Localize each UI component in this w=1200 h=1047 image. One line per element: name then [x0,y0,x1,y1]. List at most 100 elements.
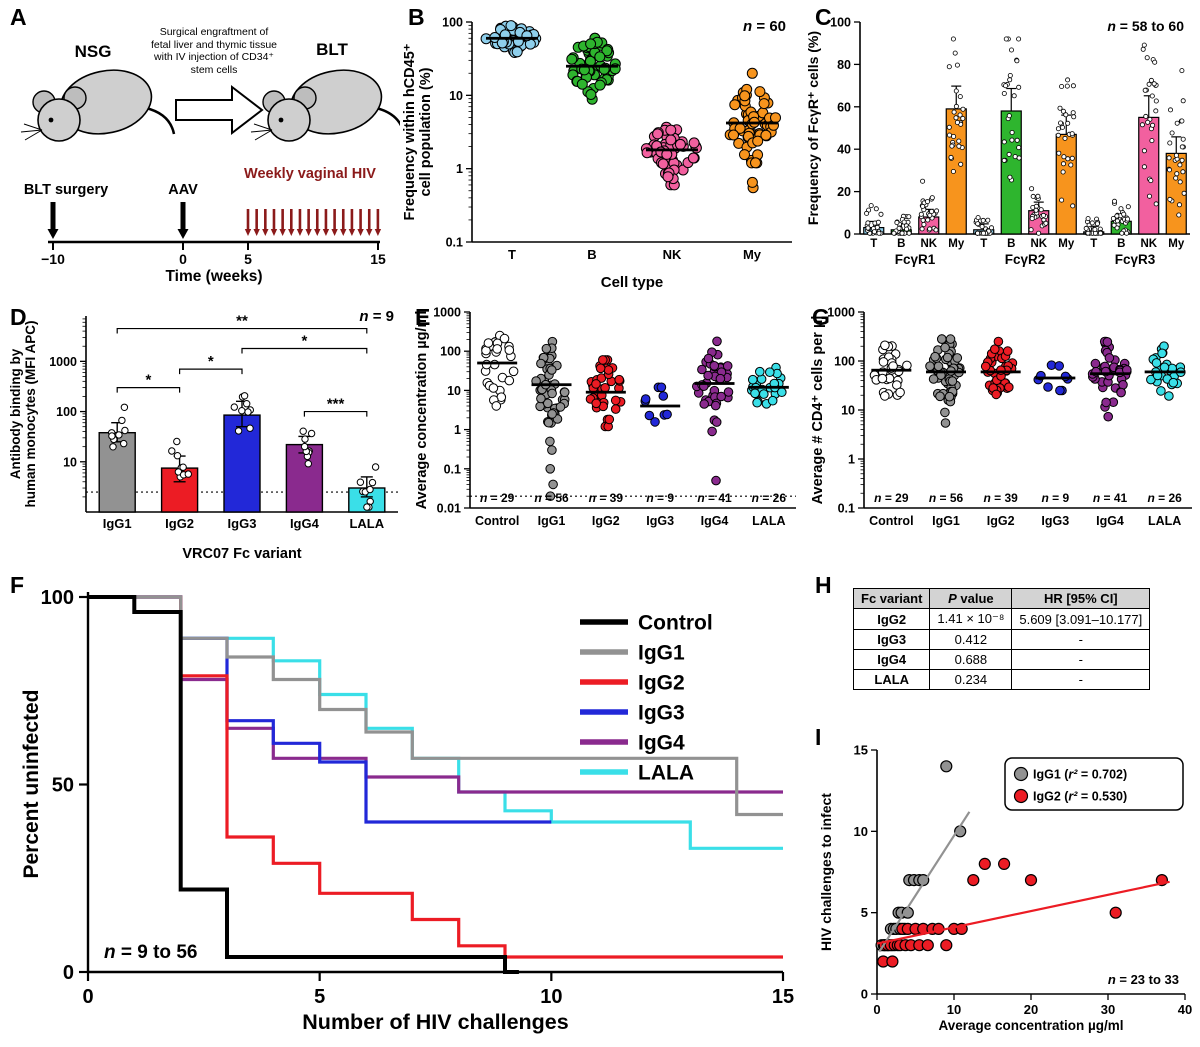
hiv-challenge-arrowhead [357,229,364,236]
y-tick-label: 100 [830,16,851,30]
mouse-whisker [23,123,43,131]
table-row: IgG4 0.688 - [852,649,1151,670]
x-tick-label: 10 [947,1002,961,1017]
panel-a: −10 0 5 15 A NSG BLT Surgical engraftment o… [8,4,400,300]
sig-stars: * [301,333,307,350]
x-category-label: IgG1 [103,516,132,531]
hiv-challenge-arrowhead [296,229,304,236]
dot-group-LALA [747,362,787,409]
x-tick-label: 15 [772,986,794,1008]
cell-variant: IgG4 [852,649,931,670]
ylabel-line2: human monocytes (MFI APC) [23,320,39,508]
panel-c-ylabel: Frequency of FcγR⁺ cells (%) [805,30,821,226]
sig-bracket [179,368,243,375]
hiv-challenge-arrowhead [314,229,321,236]
x-category-label: IgG2 [165,516,194,531]
x-category-label: IgG4 [1096,514,1124,528]
panel-c: 0 20 40 60 80 100 T B NK My FcγR1 T B NK My FcγR2 T B NK My… [800,4,1198,300]
n-annotation: n = 58 to 60 [1107,18,1184,34]
x-category-label: IgG3 [1041,514,1069,528]
legend-label: IgG2 (r² = 0.530) [1033,790,1127,804]
bar-IgG1 [98,431,136,513]
cell-pvalue: 1.41 × 10⁻⁸ [929,608,1013,630]
y-tick-label: 1000 [49,355,77,369]
col-header-fc-variant: Fc variant [852,588,931,609]
panel-g-ylabel: Average # CD4⁺ cells per µl [810,315,826,505]
sig-stars: *** [327,396,345,413]
bar-FcγR2-B [1000,110,1022,235]
cell-hr: - [1011,629,1151,650]
panel-d-xlabel: VRC07 Fc variant [182,546,302,562]
n-annotation: n = 60 [743,18,786,35]
y-tick-label: 1000 [433,306,461,320]
panel-i-plot: 0 5 10 15 0 10 20 30 40 IgG1 (r² = 0.702) IgG2 (r²… [854,743,1193,1018]
legend-label: Control [638,612,713,635]
receptor-group-label: FcγR2 [1005,252,1046,267]
dot-group-IgG3 [640,382,672,427]
panel-h-label: H [815,572,832,598]
x-tick-label: 20 [1024,1002,1038,1017]
hiv-challenge-arrowhead [366,229,373,236]
bar-FcγR3-NK [1138,116,1160,235]
cell-hr: - [1011,649,1151,670]
x-category-label: IgG4 [701,514,729,528]
y-tick-label: 100 [834,355,855,369]
panel-h: H Fc variant P value HR [95% CI] IgG2 1.… [805,572,1198,720]
mouse-tail [375,106,400,127]
table-row: IgG2 1.41 × 10⁻⁸ 5.609 [3.091–10.177] [852,608,1151,630]
n-annotation: n = 23 to 33 [1108,972,1179,987]
sig-stars: * [145,372,151,389]
x-tick-label: 10 [540,986,562,1008]
bar-dots [1110,198,1131,236]
hiv-challenge-arrowhead [348,229,356,236]
panel-i-ylabel: HIV challenges to infect [818,793,834,951]
x-tick-label: 5 [314,986,325,1008]
panel-a-graphic: −10 0 5 15 [20,69,400,267]
y-tick-label: 10 [854,824,868,839]
hiv-challenge-arrowhead [253,229,260,236]
cell-type-label: NK [1140,238,1157,250]
panel-d-label: D [10,304,27,330]
cell-pvalue: 0.234 [929,669,1013,690]
bar-dots-IgG2 [168,437,193,481]
legend-swatch [1013,766,1029,782]
hiv-challenge-arrowhead [340,229,347,236]
legend-label: IgG3 [638,702,685,725]
panel-b-label: B [408,4,425,30]
nsg-label: NSG [74,42,112,61]
x-category-label: T [508,247,516,262]
panel-e-label: E [415,304,431,330]
bar-dots-IgG3 [230,392,255,435]
panel-b-plot: 0.1 1 10 100 T B NK My [442,16,792,262]
cell-hr: 5.609 [3.091–10.177] [1011,608,1151,630]
receptor-group-label: FcγR1 [895,252,936,267]
bar-dots [1028,186,1049,236]
bar-dots [1139,42,1159,207]
sig-bracket [116,327,368,334]
bar-IgG3 [223,414,261,513]
mouse-whisker [20,129,43,133]
engraftment-text: Surgical engraftment of fetal liver and … [150,26,278,76]
bar-dots [946,36,966,174]
mouse-eye [48,117,54,123]
cell-type-label: B [1007,238,1015,250]
x-category-label: LALA [349,516,384,531]
cell-type-label: My [1058,238,1075,250]
x-category-label: IgG3 [646,514,674,528]
n-annotation: n = 9 to 56 [104,942,197,963]
panel-e-plot: 0.01 0.1 1 10 100 1000 Control n = 29 IgG1 n = 56… [433,306,796,528]
points-IgG1 [875,760,967,952]
panel-d-ylabel: Antibody binding by human monocytes (MFI… [8,308,38,520]
n-annotation: n = 9 [359,308,394,325]
median-line [726,121,778,125]
median-line [1090,372,1130,376]
median-line [531,383,572,387]
timeline-tick-label: 5 [244,251,252,267]
panel-b-ylabel: Frequency within hCD45⁺ cell population … [402,16,434,248]
x-category-label: LALA [752,514,785,528]
dot-group-My [724,67,781,194]
panel-i-xlabel: Average concentration µg/ml [938,1018,1124,1033]
panel-e: 0.01 0.1 1 10 100 1000 Control n = 29 IgG1 n = 56… [404,300,800,572]
cell-type-label: My [1168,238,1185,250]
dot-group-T [480,20,542,58]
